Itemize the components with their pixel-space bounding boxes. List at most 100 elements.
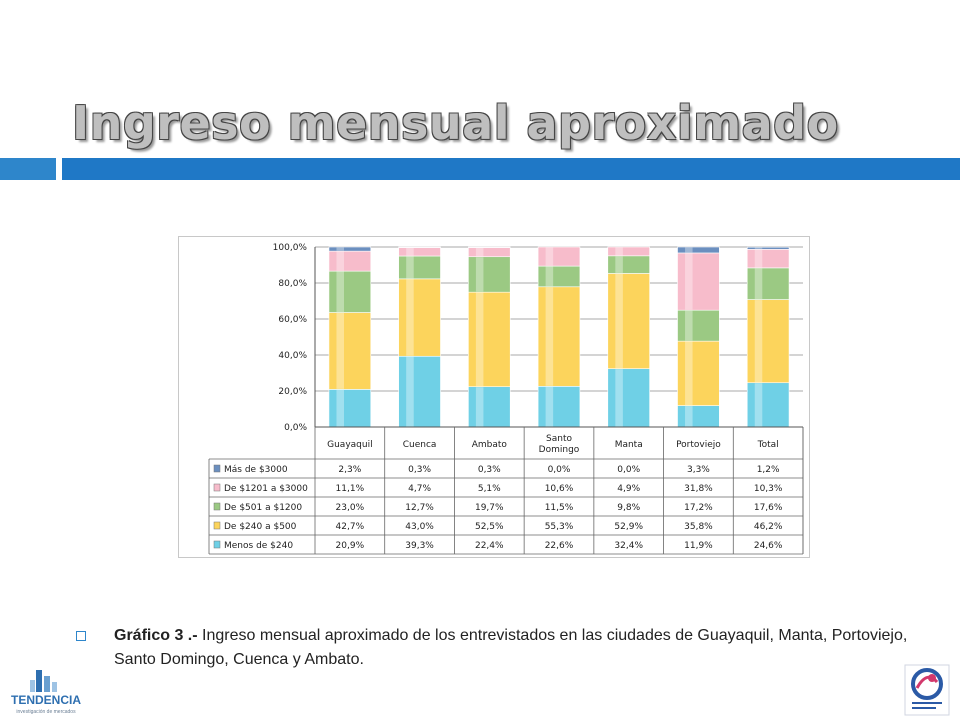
data-label: 52,5% xyxy=(475,522,504,532)
partner-seal-logo xyxy=(904,664,950,716)
bar-highlight xyxy=(754,383,763,427)
caption-label: Gráfico 3 .- xyxy=(114,627,198,644)
legend-label: Más de $3000 xyxy=(224,465,288,475)
x-tick-label: Santo Domingo xyxy=(539,434,580,455)
bar-de-240-a-500-guayaquil xyxy=(328,312,372,390)
chart-caption: Gráfico 3 .- Ingreso mensual aproximado … xyxy=(76,624,936,672)
data-label: 23,0% xyxy=(336,503,365,513)
data-label: 0,0% xyxy=(617,465,640,475)
y-tick-label: 0,0% xyxy=(284,423,307,433)
bar-menos-de-240-guayaquil xyxy=(328,389,372,428)
x-tick-label: Ambato xyxy=(472,440,508,450)
data-label: 5,1% xyxy=(478,484,501,494)
bar-highlight xyxy=(406,248,414,256)
bar-de-501-a-1200-manta xyxy=(607,255,650,274)
data-table: Guayaquil Cuenca Ambato Santo Domingo Manta Po… xyxy=(208,427,804,555)
chart-axes xyxy=(314,247,803,428)
y-tick-label: 40,0% xyxy=(278,351,307,361)
data-label: 24,6% xyxy=(754,541,783,551)
legend-key-de-240-a-500 xyxy=(213,521,221,530)
data-label: 43,0% xyxy=(405,522,434,532)
bar-highlight xyxy=(336,389,344,427)
data-label: 11,5% xyxy=(545,503,574,513)
bar-de-1201-a-3000-cuenca xyxy=(398,247,441,257)
bar-de-501-a-1200-cuenca xyxy=(398,255,441,280)
data-label: 4,9% xyxy=(617,484,640,494)
data-label: 42,7% xyxy=(336,522,365,532)
bar-de-1201-a-3000-ambato xyxy=(468,247,511,258)
y-tick-label: 60,0% xyxy=(278,315,307,325)
bar-highlight xyxy=(754,249,763,268)
legend-label: De $1201 a $3000 xyxy=(224,484,308,494)
data-label: 17,2% xyxy=(684,503,713,513)
bar-highlight xyxy=(685,341,693,406)
data-label: 0,0% xyxy=(548,465,571,475)
title-band-left xyxy=(0,158,56,180)
bar-highlight xyxy=(685,310,693,341)
bar-menos-de-240-manta xyxy=(607,368,650,428)
bar-highlight xyxy=(754,247,763,249)
y-axis-ticks: 0,0% 20,0% 40,0% 60,0% 80,0% 100,0% xyxy=(273,243,308,433)
bar-de-240-a-500-cuenca xyxy=(398,278,441,357)
y-tick-label: 100,0% xyxy=(273,243,308,253)
bar-highlight xyxy=(336,247,344,251)
title-band xyxy=(62,158,960,180)
bar-m-s-de-3000-cuenca xyxy=(398,246,441,248)
caption-text-block: Gráfico 3 .- Ingreso mensual aproximado … xyxy=(114,624,936,672)
data-label: 0,3% xyxy=(478,465,501,475)
bar-highlight xyxy=(545,287,554,386)
data-label: 55,3% xyxy=(545,522,574,532)
bar-highlight xyxy=(406,356,414,427)
x-tick-label: Portoviejo xyxy=(676,440,721,450)
data-label: 1,2% xyxy=(757,465,780,475)
x-tick-label: Guayaquil xyxy=(327,440,372,450)
x-tick-label: Total xyxy=(757,440,779,450)
bar-de-240-a-500-portoviejo xyxy=(677,340,720,406)
data-label: 10,3% xyxy=(754,484,783,494)
data-label: 12,7% xyxy=(405,503,434,513)
bar-highlight xyxy=(615,256,623,273)
bar-highlight xyxy=(615,273,623,369)
bar-menos-de-240-cuenca xyxy=(398,355,441,428)
bar-highlight xyxy=(406,256,414,279)
bar-highlight xyxy=(336,251,344,271)
bar-de-501-a-1200-santo-domingo xyxy=(537,265,581,288)
bar-highlight xyxy=(615,247,623,256)
bar-de-501-a-1200-portoviejo xyxy=(677,309,720,342)
data-label: 32,4% xyxy=(614,541,643,551)
bar-highlight xyxy=(615,369,623,427)
bar-highlight xyxy=(475,387,484,427)
bar-de-501-a-1200-ambato xyxy=(468,256,511,293)
data-label: 35,8% xyxy=(684,522,713,532)
slide-title: Ingreso mensual aproximado xyxy=(72,96,839,150)
bar-highlight xyxy=(685,406,693,427)
data-label: 46,2% xyxy=(754,522,783,532)
bar-menos-de-240-total xyxy=(746,382,790,428)
bar-highlight xyxy=(545,247,554,266)
y-tick-label: 20,0% xyxy=(278,387,307,397)
bar-highlight xyxy=(475,248,484,257)
bar-menos-de-240-santo-domingo xyxy=(537,386,581,428)
data-label: 11,9% xyxy=(684,541,713,551)
data-label: 0,3% xyxy=(408,465,431,475)
chart-svg: 0,0% 20,0% 40,0% 60,0% 80,0% 100,0% Guayaquil… xyxy=(208,243,804,555)
data-label: 19,7% xyxy=(475,503,504,513)
chart-bars xyxy=(328,246,790,428)
legend-key-de-501-a-1200 xyxy=(213,502,221,511)
logo-text: TENDENCIA xyxy=(11,693,81,707)
data-label: 10,6% xyxy=(545,484,574,494)
y-tick-label: 80,0% xyxy=(278,279,307,289)
x-tick-label: Manta xyxy=(615,440,643,450)
bar-highlight xyxy=(336,313,344,389)
legend-key-m-s-de-3000 xyxy=(213,464,221,473)
legend-label: De $501 a $1200 xyxy=(224,503,302,513)
bar-de-1201-a-3000-santo-domingo xyxy=(537,246,581,267)
data-label: 2,3% xyxy=(338,465,361,475)
bar-m-s-de-3000-guayaquil xyxy=(328,246,372,252)
data-label: 39,3% xyxy=(405,541,434,551)
bar-de-240-a-500-ambato xyxy=(468,291,511,387)
tendencia-logo: TENDENCIA investigación de mercados xyxy=(4,668,88,716)
bar-de-240-a-500-total xyxy=(746,299,790,384)
bar-highlight xyxy=(754,268,763,300)
bar-de-1201-a-3000-total xyxy=(746,249,790,269)
